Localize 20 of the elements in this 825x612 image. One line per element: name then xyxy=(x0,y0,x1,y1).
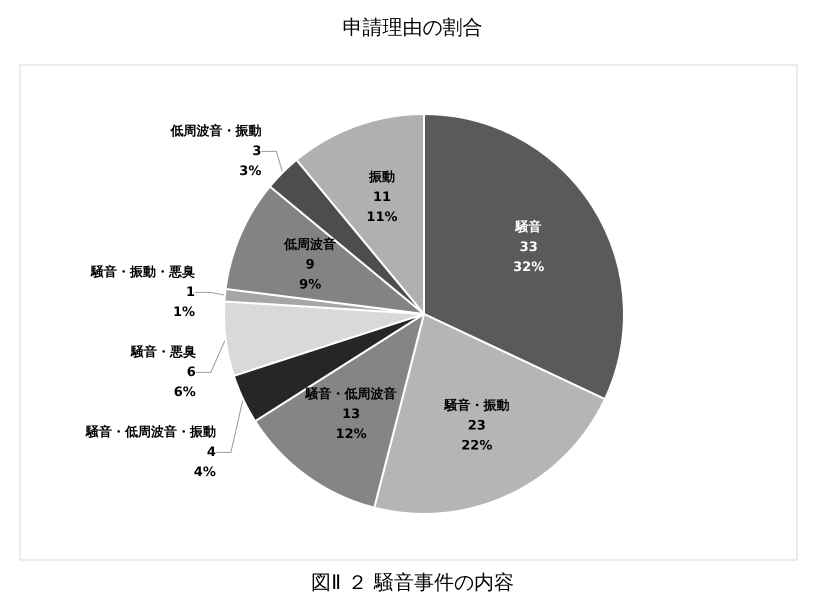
data-label: 33 32% xyxy=(513,240,544,276)
slice-label: 騒音・低周波音 xyxy=(304,386,397,402)
slice-label: 騒音・悪臭 xyxy=(130,344,196,360)
data-label: 3 3% xyxy=(239,144,262,179)
data-label: 23 22% xyxy=(461,418,492,454)
slice-label: 低周波音・振動 xyxy=(169,122,262,139)
data-label: 9 9% xyxy=(299,257,322,292)
data-label: 11 11% xyxy=(366,190,398,225)
slice-label: 騒音・低周波音・振動 xyxy=(84,424,216,440)
text: 図Ⅱ ２ 騒音事件の内容 xyxy=(311,570,514,594)
data-label: 13 12% xyxy=(336,406,367,442)
data-label: 6 6% xyxy=(174,364,196,400)
data-label: 1 1% xyxy=(172,284,196,320)
data-label: 4 4% xyxy=(194,444,216,480)
chart-title: 申請理由の割合 xyxy=(342,15,482,39)
slice-label: 騒音・振動・悪臭 xyxy=(90,264,196,280)
slice-label: 騒音・振動 xyxy=(443,398,510,414)
slice-label: 低周波音 xyxy=(283,236,336,252)
slice-label: 振動 xyxy=(368,170,395,185)
slice-label: 騒音 xyxy=(514,219,542,236)
